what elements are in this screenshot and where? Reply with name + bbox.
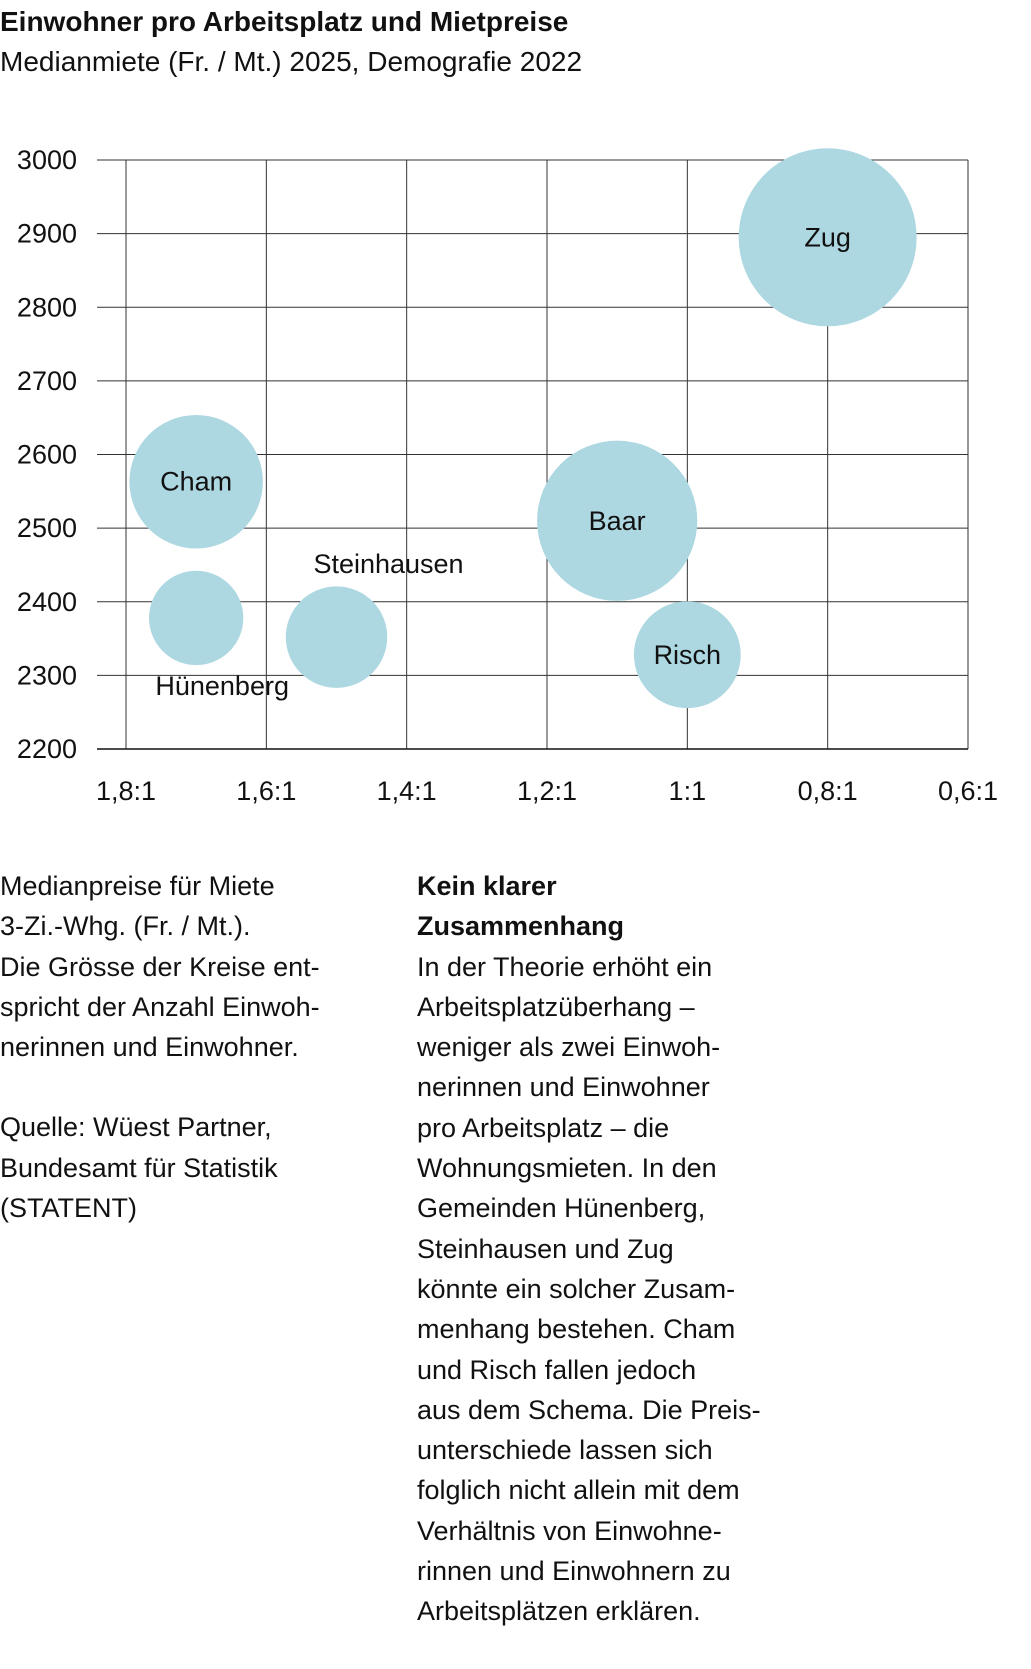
bubble-steinhausen [285,586,388,688]
x-tick-label: 1,4:1 [377,776,437,806]
x-tick-label: 1,8:1 [96,776,156,806]
x-tick-label: 0,8:1 [798,776,858,806]
y-tick-label: 2900 [17,219,77,249]
note-line: 3-Zi.-Whg. (Fr. / Mt.). [0,911,251,942]
article-line: Wohnungsmieten. In den [417,1153,717,1184]
x-tick-label: 1,6:1 [236,776,296,806]
article-line: Arbeitsplätzen erklären. [417,1596,701,1627]
y-tick-label: 2300 [17,660,77,690]
article-line: aus dem Schema. Die Preis- [417,1394,761,1425]
article-line: menhang bestehen. Cham [417,1314,736,1345]
y-tick-label: 2800 [17,292,77,322]
article-line: könnte ein solcher Zusam- [417,1273,736,1304]
y-tick-label: 3000 [17,145,77,175]
article-line: Steinhausen und Zug [417,1233,674,1264]
x-tick-label: 1:1 [669,776,707,806]
article-line: pro Arbeitsplatz – die [417,1112,670,1143]
y-tick-label: 2500 [17,513,77,543]
article-line: und Risch fallen jedoch [417,1354,697,1385]
article-heading-line: Kein klarer [417,871,557,901]
bubble-label: Risch [654,640,722,670]
y-tick-label: 2600 [17,440,77,470]
article-line: Gemeinden Hünenberg, [417,1193,706,1224]
chart-subtitle: Medianmiete (Fr. / Mt.) 2025, Demografie… [0,46,583,77]
source-line: Quelle: Wüest Partner, [0,1112,272,1143]
y-tick-label: 2400 [17,587,77,617]
chart-title: Einwohner pro Arbeitsplatz und Mietpreis… [0,6,569,37]
chart-note: Medianpreise für Miete 3-Zi.-Whg. (Fr. / … [0,866,320,1228]
article-line: unterschiede lassen sich [417,1435,713,1466]
note-line: nerinnen und Einwohner. [0,1032,299,1063]
bubble-cham [129,414,263,549]
bubble-hünenberg [148,570,244,666]
y-tick-label: 2200 [17,734,77,764]
bubble-label: Cham [160,467,232,497]
bubble-label: Hünenberg [155,671,289,701]
article-line: folglich nicht allein mit dem [417,1475,740,1506]
article-line: rinnen und Einwohnern zu [417,1556,731,1587]
article-line: weniger als zwei Einwoh- [417,1032,721,1063]
x-tick-label: 1,2:1 [517,776,577,806]
source-line: Bundesamt für Statistik [0,1152,278,1183]
source-line: (STATENT) [0,1193,137,1224]
y-tick-label: 2700 [17,366,77,396]
bubble-baar [537,440,698,601]
article-line: Arbeitsplatzüberhang – [417,991,695,1022]
article-heading-line: Zusammenhang [417,911,625,942]
article-line: Verhältnis von Einwohne- [417,1515,722,1546]
article-text: Kein klarer Zusammenhang In der Theorie e… [417,866,761,1632]
note-line: spricht der Anzahl Einwoh- [0,991,320,1022]
bubble-zug [738,148,917,327]
article-line: nerinnen und Einwohner [417,1072,710,1103]
bubble-risch [633,601,741,709]
x-tick-label: 0,6:1 [938,776,998,806]
note-line: Medianpreise für Miete [0,871,275,901]
article-line: In der Theorie erhöht ein [417,951,713,982]
bubble-label: Zug [804,222,851,252]
article-heading: Kein klarer Zusammenhang [417,866,761,947]
bubble-label: Baar [589,506,646,536]
source: Quelle: Wüest Partner, Bundesamt für Stat… [0,1107,320,1228]
bubble-chart: 3000 2900 2800 2700 2600 2500 2400 2300 2200 1,8:… [17,145,998,806]
bubble-label: Steinhausen [313,549,463,579]
note-line: Die Grösse der Kreise ent- [0,951,320,982]
